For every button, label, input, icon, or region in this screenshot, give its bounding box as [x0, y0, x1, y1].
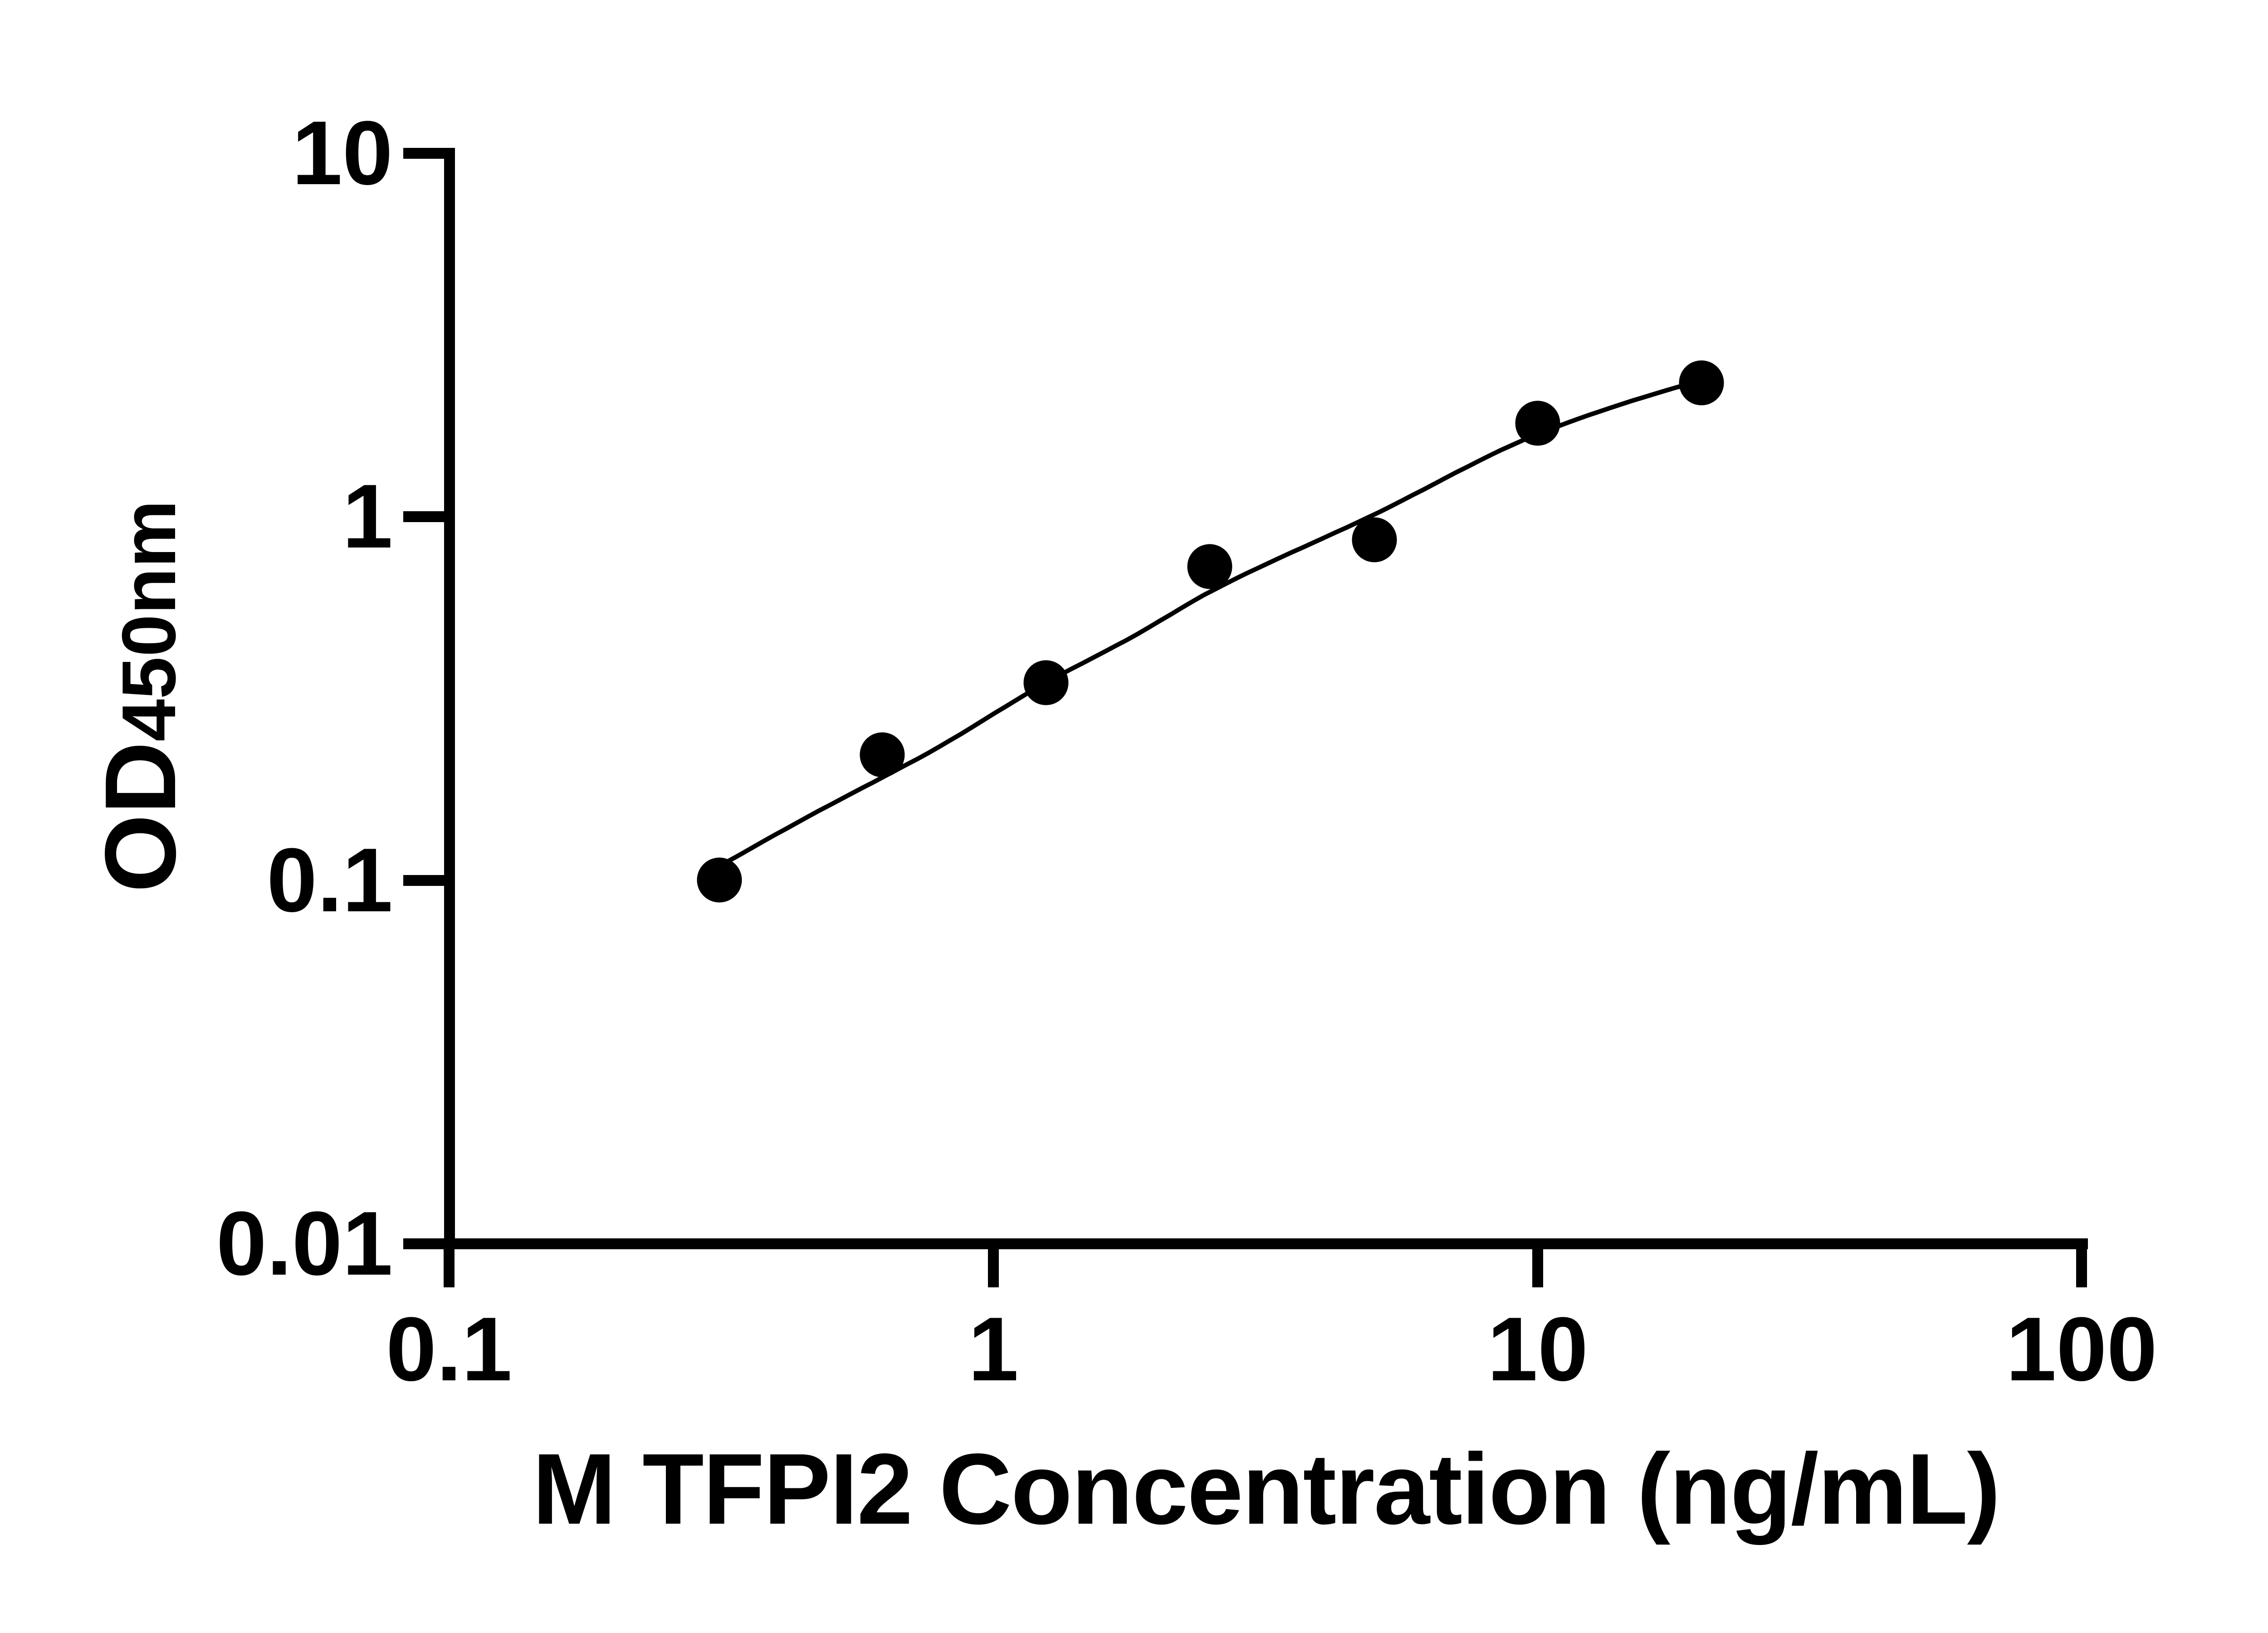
svg-text:0.1: 0.1	[386, 1299, 512, 1400]
svg-text:M TFPI2 Concentration (ng/mL): M TFPI2 Concentration (ng/mL)	[533, 1433, 2000, 1545]
svg-text:1: 1	[968, 1299, 1018, 1400]
svg-text:OD450nm: OD450nm	[84, 500, 197, 892]
svg-text:1: 1	[342, 466, 393, 567]
svg-text:10: 10	[1487, 1299, 1588, 1400]
svg-text:0.01: 0.01	[216, 1193, 393, 1294]
svg-text:100: 100	[2006, 1299, 2157, 1400]
svg-text:10: 10	[292, 103, 393, 204]
svg-text:0.1: 0.1	[267, 830, 393, 931]
